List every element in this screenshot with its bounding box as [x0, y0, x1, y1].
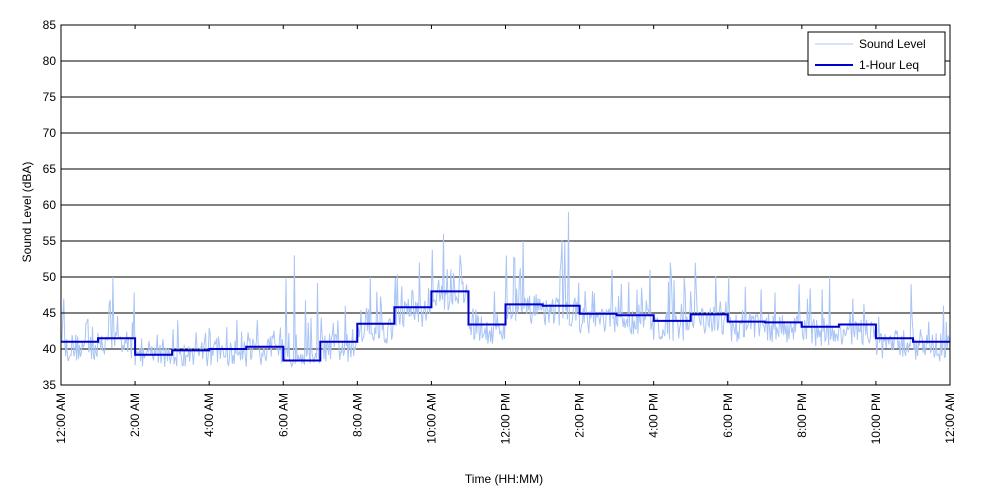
- y-tick-label: 50: [43, 270, 57, 284]
- x-axis-ticks: 12:00 AM 2:00 AM 4:00 AM 6:00 AM 8:00 AM 10:0…: [54, 25, 957, 444]
- x-tick-label: 2:00 PM: [573, 393, 587, 438]
- y-axis-title: Sound Level (dBA): [20, 162, 34, 263]
- y-tick-label: 45: [43, 306, 57, 320]
- leq-series: [61, 290, 950, 362]
- legend-label-sound-level: Sound Level: [859, 37, 926, 51]
- x-tick-label: 8:00 PM: [795, 393, 809, 438]
- x-axis-title: Time (HH:MM): [465, 472, 543, 486]
- y-tick-label: 40: [43, 342, 57, 356]
- y-tick-label: 75: [43, 90, 57, 104]
- y-tick-label: 80: [43, 54, 57, 68]
- x-tick-label: 6:00 AM: [276, 393, 290, 437]
- leq-step-line: [61, 290, 950, 362]
- legend: Sound Level 1-Hour Leq: [807, 31, 946, 76]
- x-tick-label: 6:00 PM: [721, 393, 735, 438]
- y-tick-label: 85: [43, 18, 57, 32]
- legend-box: [807, 31, 946, 76]
- x-tick-label: 10:00 AM: [424, 393, 438, 444]
- legend-label-leq: 1-Hour Leq: [859, 58, 919, 72]
- x-tick-label: 12:00 AM: [943, 393, 957, 444]
- x-tick-label: 10:00 PM: [869, 393, 883, 444]
- x-tick-label: 4:00 AM: [202, 393, 216, 437]
- y-tick-label: 35: [43, 378, 57, 392]
- x-tick-label: 8:00 AM: [350, 393, 364, 437]
- y-tick-label: 55: [43, 234, 57, 248]
- y-tick-label: 65: [43, 162, 57, 176]
- x-tick-label: 12:00 PM: [499, 393, 513, 444]
- x-tick-label: 12:00 AM: [54, 393, 68, 444]
- x-tick-label: 4:00 PM: [647, 393, 661, 438]
- y-tick-label: 60: [43, 198, 57, 212]
- y-axis-ticks: 35 40 45 50 55 60 65 70 75 80 85: [43, 18, 950, 392]
- x-tick-label: 2:00 AM: [128, 393, 142, 437]
- y-tick-label: 70: [43, 126, 57, 140]
